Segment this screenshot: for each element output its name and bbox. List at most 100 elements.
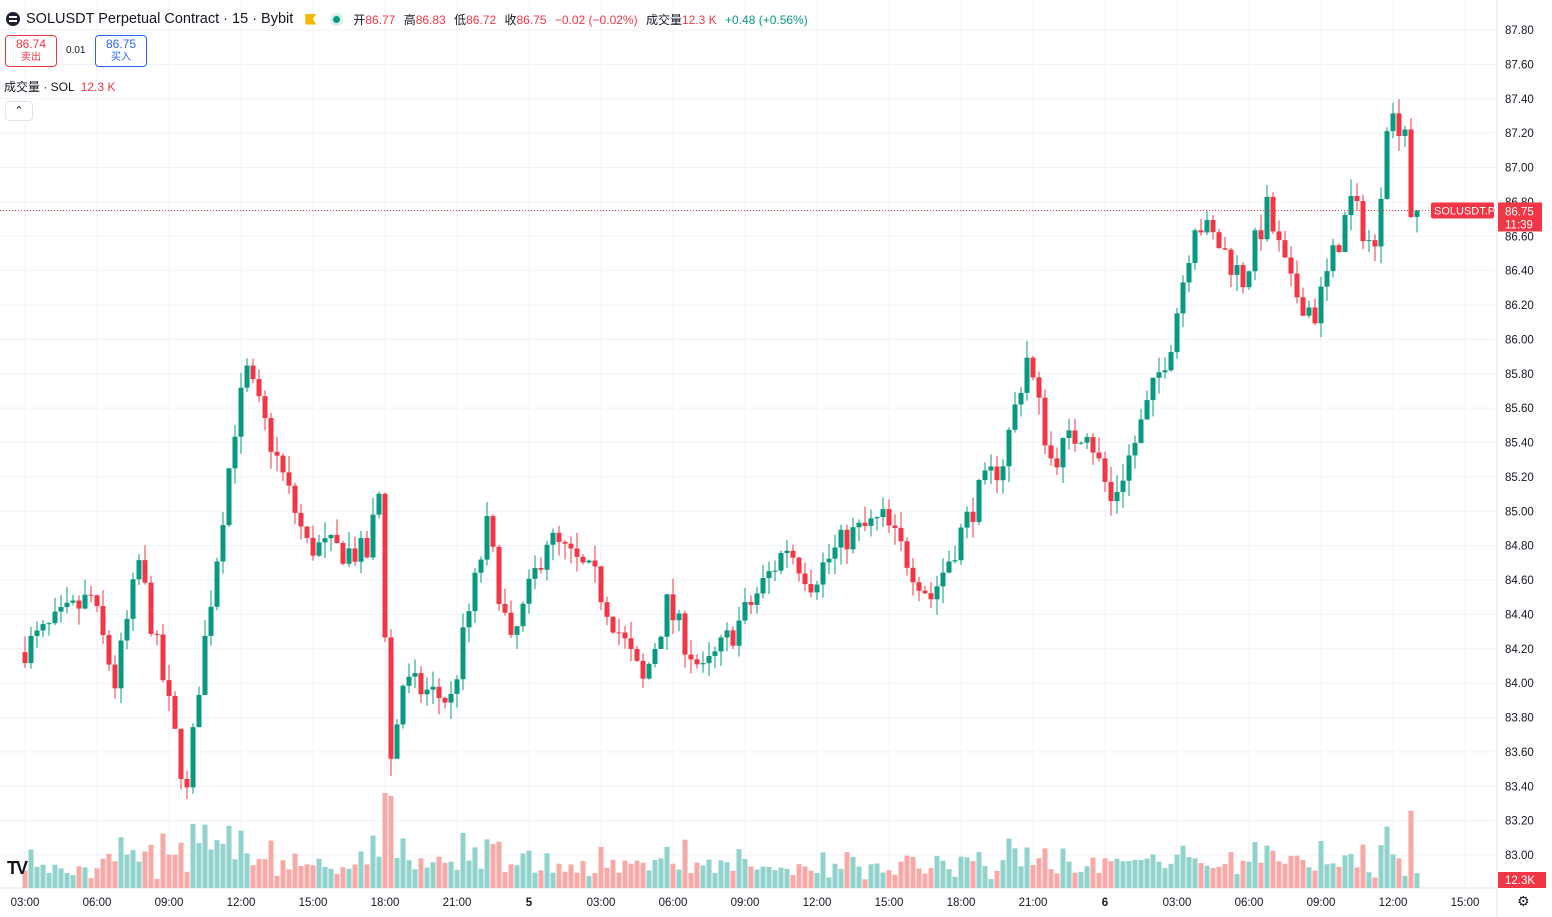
volume-bar <box>166 854 172 888</box>
candle-body <box>64 602 70 608</box>
volume-bar <box>310 865 316 888</box>
price-tick-label: 85.40 <box>1505 438 1534 450</box>
candle-body <box>694 659 700 665</box>
volume-bar <box>1210 867 1216 888</box>
candle-body <box>1018 392 1024 405</box>
candle-body <box>316 542 322 556</box>
volume-bar <box>1234 874 1240 888</box>
tradingview-logo-icon[interactable]: TV <box>7 858 28 878</box>
volume-bar <box>1132 859 1138 888</box>
volume-bar <box>148 844 154 888</box>
volume-bar <box>370 835 376 888</box>
volume-bar <box>1072 872 1078 888</box>
volume-value: 12.3 K <box>681 12 717 27</box>
time-tick-label: 15:00 <box>1451 897 1480 909</box>
price-tick-label: 84.20 <box>1505 644 1534 656</box>
time-tick-label: 15:00 <box>875 897 904 909</box>
candle-body <box>28 635 34 664</box>
candle-body <box>712 651 718 657</box>
candle-body <box>646 663 652 679</box>
candle-body <box>262 396 268 419</box>
volume-bar <box>976 852 982 888</box>
candle-body <box>1138 419 1144 444</box>
chevron-up-icon[interactable]: ⌃ <box>5 101 33 121</box>
volume-bar <box>988 879 994 888</box>
volume-bar <box>400 838 406 888</box>
volume-bar <box>1060 848 1066 888</box>
volume-bar <box>274 875 280 888</box>
volume-bar <box>682 839 688 888</box>
volume-bar <box>910 856 916 888</box>
candle-body <box>1012 404 1018 430</box>
candle-body <box>214 561 220 607</box>
volume-bar <box>70 875 76 888</box>
volume-bar <box>88 878 94 888</box>
volume-bar <box>1012 848 1018 888</box>
volume-bar <box>946 869 952 888</box>
candle-body <box>700 663 706 665</box>
volume-bar <box>418 858 424 888</box>
buy-button[interactable]: 86.75 买入 <box>95 35 147 67</box>
volume-bar <box>1264 845 1270 888</box>
candle-body <box>220 525 226 562</box>
candle-body <box>112 664 118 689</box>
candle-body <box>922 590 928 594</box>
volume-bar <box>226 825 232 888</box>
candle-body <box>1252 230 1258 272</box>
sell-price: 86.74 <box>15 37 47 51</box>
candle-body <box>1048 445 1054 459</box>
candle-body <box>1366 240 1372 242</box>
volume-bar <box>1120 861 1126 888</box>
candle-body <box>1060 437 1066 468</box>
candle-body <box>1000 466 1006 481</box>
volume-indicator-legend[interactable]: 成交量 · SOL 12.3 K <box>4 78 115 95</box>
candle-body <box>808 584 814 593</box>
candle-body <box>736 620 742 646</box>
flag-icon[interactable] <box>305 13 317 25</box>
volume-bar <box>1024 847 1030 888</box>
candle-body <box>442 697 448 703</box>
volume-bar <box>754 869 760 888</box>
volume-bar <box>1156 861 1162 888</box>
volume-bar <box>1204 865 1210 888</box>
candle-body <box>1180 282 1186 314</box>
symbol-title[interactable]: SOLUSDT Perpetual Contract · 15 · Bybit <box>26 11 294 27</box>
volume-bar <box>502 872 508 888</box>
volume-bar <box>580 861 586 888</box>
candle-body <box>400 685 406 725</box>
volume-bar <box>76 866 82 888</box>
settings-gear-icon[interactable]: ⚙ <box>1517 893 1530 909</box>
volume-bar <box>838 868 844 888</box>
candle-body <box>1078 442 1084 444</box>
candle-body <box>682 613 688 655</box>
time-tick-label: 03:00 <box>1163 897 1192 909</box>
volume-bar <box>718 860 724 888</box>
candle-body <box>1024 357 1030 393</box>
volume-bar <box>850 856 856 888</box>
time-tick-label: 6 <box>1102 897 1108 909</box>
candle-body <box>514 626 520 635</box>
volume-bar <box>706 859 712 888</box>
candle-body <box>796 557 802 574</box>
volume-bar <box>544 853 550 888</box>
time-tick-label: 21:00 <box>1019 897 1048 909</box>
volume-bar <box>484 839 490 888</box>
candle-body <box>1288 257 1294 274</box>
candle-body <box>1132 443 1138 456</box>
candle-body <box>790 550 796 558</box>
candle-body <box>1300 297 1306 316</box>
candle-body <box>1210 220 1216 233</box>
volume-bar <box>268 840 274 888</box>
time-tick-label: 18:00 <box>371 897 400 909</box>
candle-body <box>850 527 856 550</box>
sell-button[interactable]: 86.74 卖出 <box>5 35 57 67</box>
volume-tag <box>1498 872 1546 888</box>
candle-body <box>208 606 214 636</box>
candle-body <box>256 379 262 397</box>
candle-body <box>100 606 106 636</box>
candle-body <box>196 694 202 728</box>
volume-bar <box>478 868 484 888</box>
candle-body <box>250 365 256 380</box>
volume-bar <box>862 879 868 888</box>
